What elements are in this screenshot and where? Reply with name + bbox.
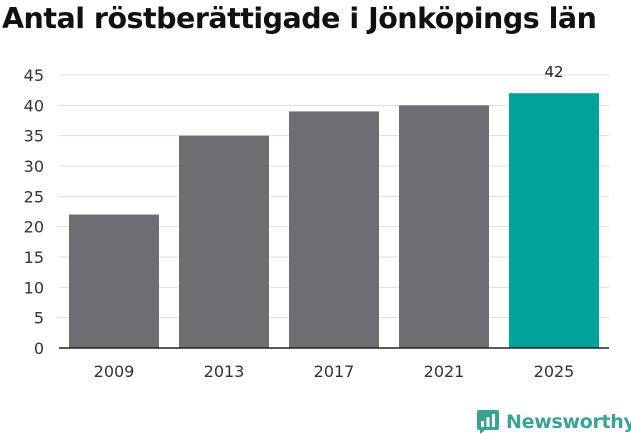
y-tick-label: 40 xyxy=(24,96,44,115)
bar-2021 xyxy=(399,105,489,348)
newsworthy-logo-icon xyxy=(477,410,499,434)
y-tick-label: 30 xyxy=(24,157,44,176)
x-axis-ticks: 2009 2013 2017 2021 2025 xyxy=(94,362,575,381)
data-labels: 42 xyxy=(544,63,563,81)
newsworthy-logo: Newsworthy xyxy=(476,407,631,437)
y-tick-label: 45 xyxy=(24,66,44,85)
bar-2009 xyxy=(69,214,159,348)
y-axis-ticks: 0 5 10 15 20 25 30 35 40 45 xyxy=(24,66,44,358)
y-tick-label: 5 xyxy=(34,309,44,328)
x-tick-label: 2021 xyxy=(424,362,465,381)
x-tick-label: 2009 xyxy=(94,362,135,381)
x-tick-label: 2025 xyxy=(534,362,575,381)
x-tick-label: 2017 xyxy=(314,362,355,381)
newsworthy-logo-text: Newsworthy xyxy=(506,411,631,433)
y-tick-label: 35 xyxy=(24,127,44,146)
y-tick-label: 10 xyxy=(24,278,44,297)
chart-title: Antal röstberättigade i Jönköpings län xyxy=(2,2,597,35)
bar-2017 xyxy=(289,111,379,349)
y-tick-label: 15 xyxy=(24,248,44,267)
bars xyxy=(69,93,599,349)
bar-2013 xyxy=(179,135,269,348)
bar-2025 xyxy=(509,93,599,348)
y-tick-label: 25 xyxy=(24,187,44,206)
data-label: 42 xyxy=(544,63,563,81)
y-tick-label: 0 xyxy=(34,339,44,358)
y-tick-label: 20 xyxy=(24,218,44,237)
x-tick-label: 2013 xyxy=(204,362,245,381)
